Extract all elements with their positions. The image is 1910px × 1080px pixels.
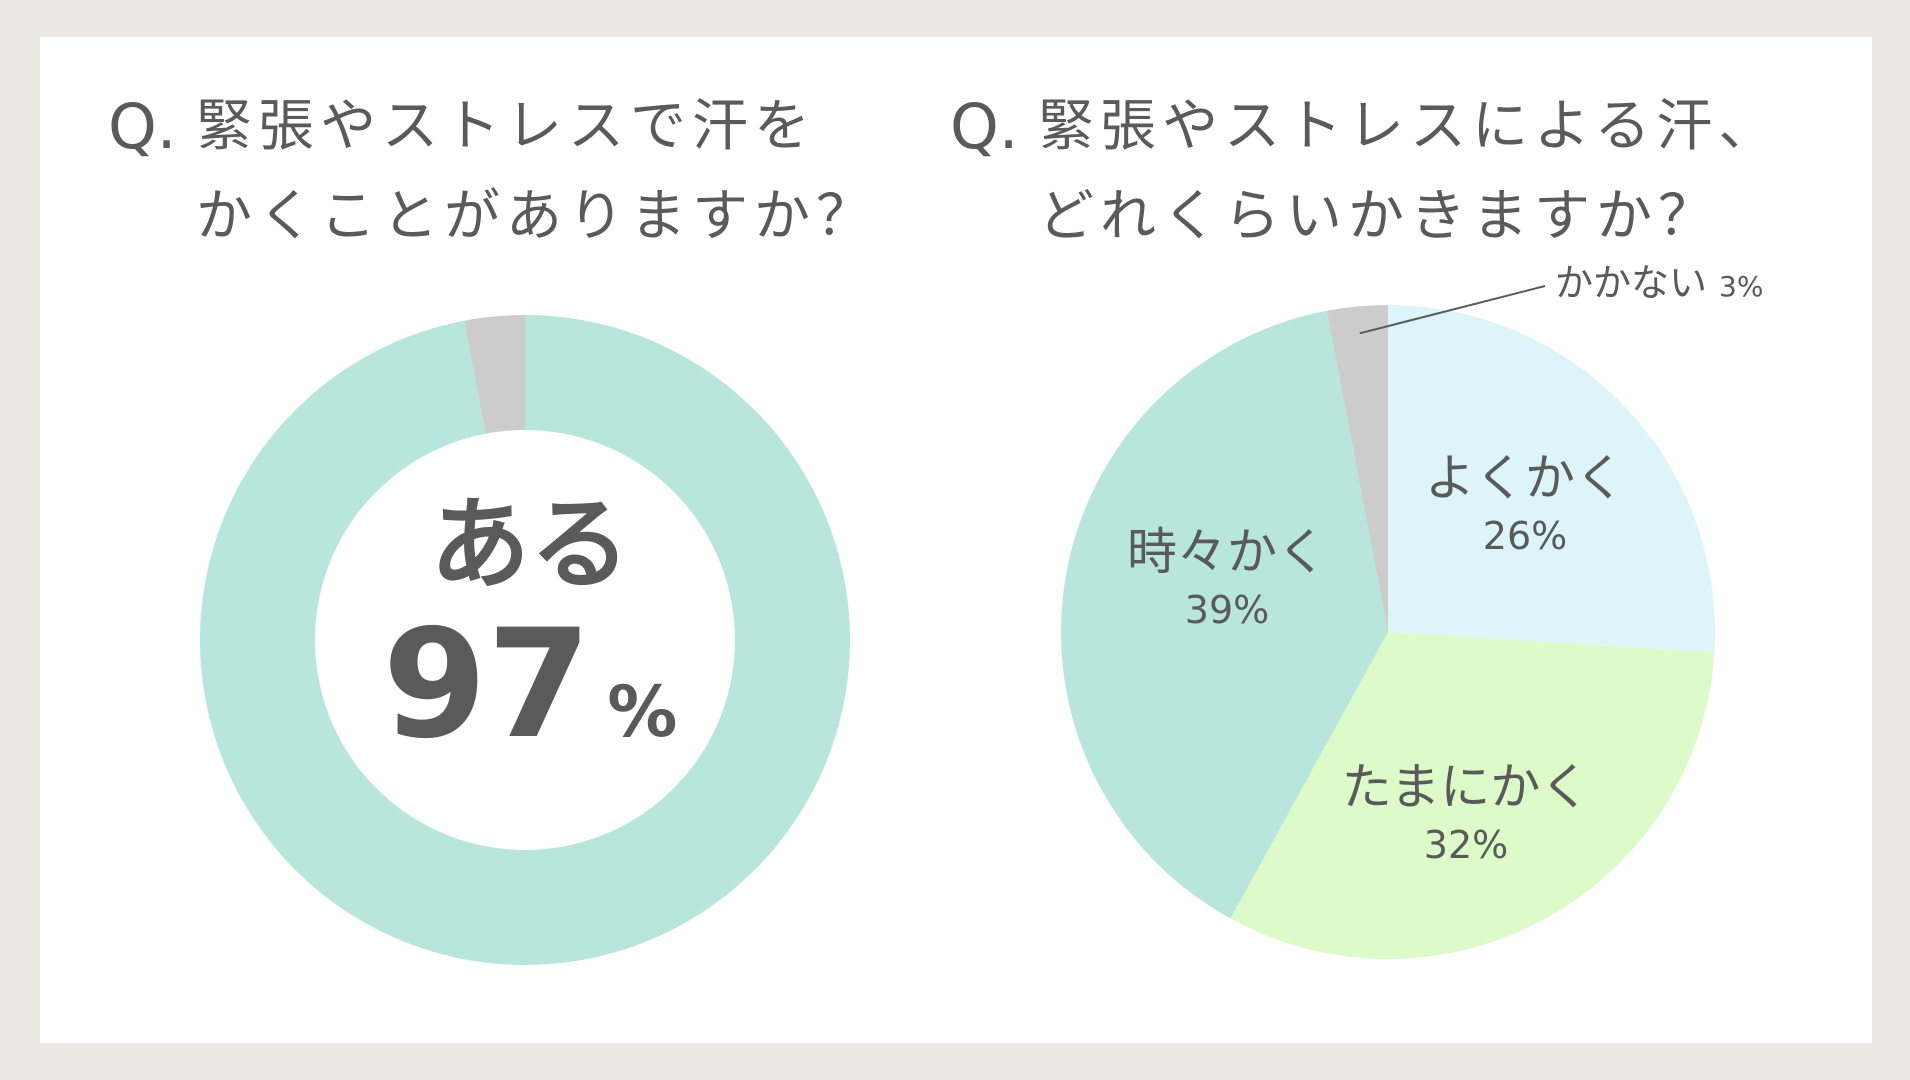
- slice-value-sometimes: 39%: [1184, 588, 1270, 632]
- donut-center-value: 97%: [300, 610, 760, 806]
- slice-name-occasionally: たまにかく: [1341, 758, 1591, 816]
- slice-label-often: よくかく 26%: [1395, 448, 1655, 564]
- slice-name-never: かかない: [1555, 261, 1708, 305]
- slice-label-never: かかない 3%: [1555, 252, 1763, 307]
- left-q-mark: Q.: [108, 90, 177, 163]
- pie-slice-3: [1326, 305, 1388, 632]
- donut-center-unit: %: [607, 671, 678, 753]
- slice-label-occasionally: たまにかく 32%: [1336, 757, 1596, 873]
- pie-slice-1: [1230, 632, 1715, 959]
- slice-name-sometimes: 時々かく: [1127, 523, 1327, 581]
- slice-value-never: 3%: [1719, 270, 1764, 303]
- donut-chart: [200, 315, 851, 965]
- donut-center-label: ある: [430, 486, 630, 603]
- pie-chart: [1060, 305, 1715, 959]
- pie-slice-0: [1388, 305, 1715, 653]
- donut-slice-1: [464, 315, 525, 434]
- donut-slice-0: [200, 315, 851, 965]
- left-question-line-2: かくことがありますか？: [196, 184, 878, 249]
- slice-name-often: よくかく: [1425, 449, 1625, 507]
- left-question-line-1: 緊張やストレスで汗を: [196, 94, 816, 159]
- no-sweat-leader-line: [1359, 285, 1546, 335]
- pie-slice-2: [1060, 310, 1388, 919]
- right-q-mark: Q.: [950, 90, 1019, 163]
- slice-label-sometimes: 時々かく 39%: [1097, 522, 1357, 638]
- donut-center-number: 97: [382, 598, 592, 772]
- right-question-line-2: どれくらいかきますか？: [1038, 184, 1720, 249]
- slice-value-often: 26%: [1482, 514, 1568, 558]
- right-question-line-1: 緊張やストレスによる汗、: [1038, 94, 1781, 159]
- slice-value-occasionally: 32%: [1423, 823, 1509, 867]
